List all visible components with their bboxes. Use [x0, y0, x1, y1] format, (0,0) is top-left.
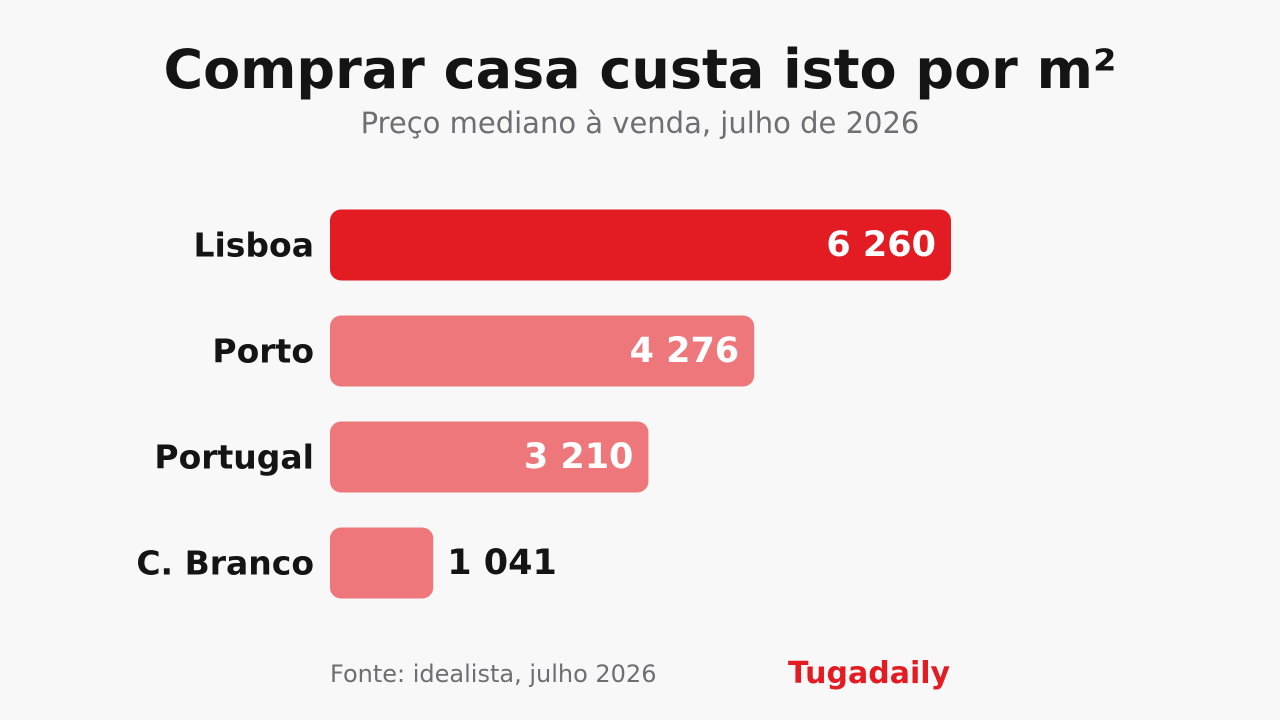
category-label: Lisboa — [193, 226, 314, 265]
bar — [330, 527, 434, 599]
source-note: Fonte: idealista, julho 2026 — [330, 660, 657, 688]
category-label: Portugal — [154, 438, 314, 477]
bar — [330, 315, 755, 387]
value-label: 1 041 — [447, 543, 557, 583]
category-label: Porto — [212, 332, 314, 371]
bar — [330, 209, 951, 281]
value-label: 6 260 — [826, 225, 936, 265]
category-label: C. Branco — [136, 544, 314, 583]
value-label: 3 210 — [524, 437, 634, 477]
bar — [330, 421, 649, 493]
chart-title: Comprar casa custa isto por m² — [163, 38, 1117, 101]
brand-logo-text: Tugadaily — [788, 656, 951, 691]
value-label: 4 276 — [630, 331, 740, 371]
chart-subtitle: Preço mediano à venda, julho de 2026 — [360, 106, 920, 140]
